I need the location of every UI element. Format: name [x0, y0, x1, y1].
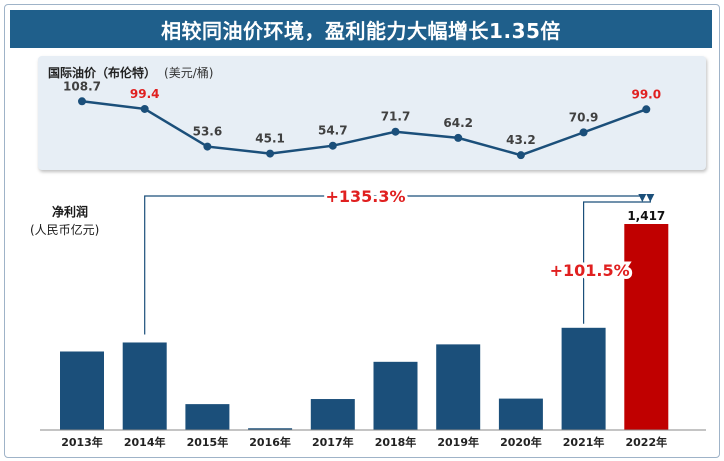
- x-tick-label: 2021年: [563, 435, 605, 449]
- oil-value-label: 45.1: [255, 132, 285, 146]
- oil-value-label: 43.2: [506, 133, 536, 147]
- profit-bar-2015年: [185, 404, 230, 430]
- profit-bar-2022年: [624, 224, 669, 430]
- oil-value-label: 99.0: [631, 87, 661, 101]
- arrowhead-total: [638, 194, 647, 202]
- oil-chart-title: 国际油价（布伦特） (美元/桶): [48, 64, 213, 81]
- oil-point-2016年: [266, 149, 275, 158]
- profit-bar-2017年: [310, 399, 355, 430]
- profit-bar-2020年: [498, 398, 543, 430]
- oil-point-2013年: [78, 97, 86, 106]
- profit-label-title: 净利润: [52, 205, 89, 219]
- profit-axis-label: 净利润 (人民币亿元): [30, 203, 99, 239]
- oil-point-2014年: [140, 104, 149, 113]
- growth-label-yoy: +101.5%: [550, 261, 630, 280]
- profit-bar-2018年: [373, 361, 418, 430]
- oil-value-label: 71.7: [381, 110, 411, 124]
- arrowhead-yoy: [646, 194, 655, 202]
- profit-label-unit: (人民币亿元): [30, 223, 100, 237]
- oil-value-label: 70.9: [569, 110, 599, 124]
- growth-label-total: +135.3%: [325, 187, 405, 206]
- page-title: 相较同油价环境，盈利能力大幅增长1.35倍: [10, 10, 712, 48]
- profit-bar-2021年: [561, 327, 606, 430]
- profit-bar-2016年: [248, 428, 293, 430]
- oil-value-label: 64.2: [443, 116, 473, 130]
- x-tick-label: 2022年: [625, 435, 667, 449]
- oil-point-2022年: [642, 105, 651, 114]
- oil-unit-label: (美元/桶): [164, 66, 214, 80]
- x-tick-label: 2015年: [187, 435, 229, 449]
- oil-point-2015年: [203, 142, 212, 151]
- oil-point-2017年: [328, 141, 337, 150]
- x-tick-label: 2019年: [437, 435, 479, 449]
- oil-value-label: 54.7: [318, 124, 348, 138]
- x-tick-label: 2014年: [124, 435, 166, 449]
- x-tick-label: 2020年: [500, 435, 542, 449]
- oil-point-2019年: [454, 133, 463, 142]
- profit-value-label: 1,417: [627, 209, 665, 223]
- oil-point-2018年: [391, 127, 400, 136]
- profit-bar-2014年: [122, 342, 167, 430]
- oil-point-2021年: [579, 128, 588, 137]
- profit-bar-2013年: [60, 351, 104, 430]
- oil-point-2020年: [516, 151, 525, 160]
- oil-value-label: 53.6: [193, 125, 223, 139]
- x-tick-label: 2016年: [249, 435, 291, 449]
- x-tick-label: 2013年: [61, 435, 103, 449]
- oil-value-label: 99.4: [130, 87, 160, 101]
- oil-price-line: [81, 100, 647, 157]
- x-tick-label: 2018年: [375, 435, 417, 449]
- oil-title-text: 国际油价（布伦特）: [48, 66, 157, 80]
- profit-bar-2019年: [436, 344, 481, 430]
- x-tick-label: 2017年: [312, 435, 354, 449]
- oil-value-label: 108.7: [63, 79, 101, 93]
